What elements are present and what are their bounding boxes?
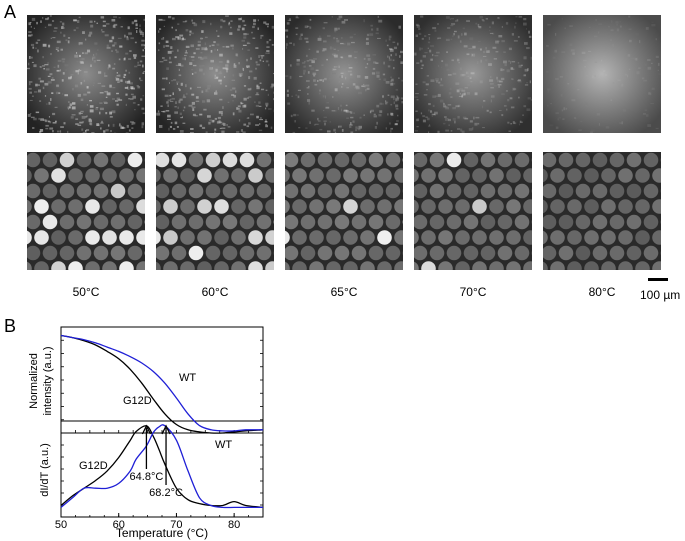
scale-bar-label: 100 µm	[640, 288, 681, 302]
intensity-series-wt	[60, 334, 264, 432]
intensity-ylabel-line1: Normalized	[28, 353, 40, 409]
panel-b-label: B	[4, 316, 17, 336]
x-tick-label: 50	[55, 519, 67, 531]
derivative-series-label-g12d: G12D	[79, 460, 108, 472]
micrograph-overview-5	[543, 15, 661, 133]
intensity-series-label-g12d: G12D	[123, 395, 152, 407]
micrograph-overview-1	[27, 15, 145, 133]
peak-label-1: 68.2°C	[149, 487, 183, 499]
derivative-ylabel: dI/dT (a.u.)	[39, 443, 51, 497]
x-tick-label: 80	[228, 519, 240, 531]
temperature-xlabel: Temperature (°C)	[116, 526, 208, 540]
micrograph-wells-2	[156, 152, 274, 270]
micrograph-wells-4	[414, 152, 532, 270]
temperature-label-80: 80°C	[588, 285, 616, 299]
temperature-label-65: 65°C	[330, 285, 358, 299]
intensity-series-g12d	[60, 334, 264, 434]
micrograph-wells-5	[543, 152, 661, 270]
derivative-series-label-wt: WT	[215, 439, 232, 451]
micrograph-overview-3	[285, 15, 403, 133]
intensity-ylabel-line2: intensity (a.u.)	[42, 346, 54, 415]
temperature-label-60: 60°C	[201, 285, 229, 299]
derivative-series-g12d	[60, 425, 264, 509]
temperature-label-50: 50°C	[72, 285, 100, 299]
peak-arrowhead-0	[141, 424, 151, 435]
micrograph-wells-1	[27, 152, 145, 270]
x-tick-label: 60	[113, 519, 125, 531]
temperature-label-70: 70°C	[459, 285, 487, 299]
scale-bar	[648, 278, 668, 281]
micrograph-overview-4	[414, 15, 532, 133]
derivative-series-wt	[60, 424, 263, 509]
micrograph-wells-3	[285, 152, 403, 270]
micrograph-overview-2	[156, 15, 274, 133]
peak-arrowhead-1	[161, 424, 171, 435]
x-tick-label: 70	[170, 519, 182, 531]
peak-label-0: 64.8°C	[130, 471, 164, 483]
panel-a-label: A	[4, 2, 17, 22]
melting-curve-chart: 50 60 70 80 WT G12D G12D WT 64.8°C 68.2°C Norm…	[28, 326, 264, 540]
intensity-series-label-wt: WT	[179, 372, 196, 384]
